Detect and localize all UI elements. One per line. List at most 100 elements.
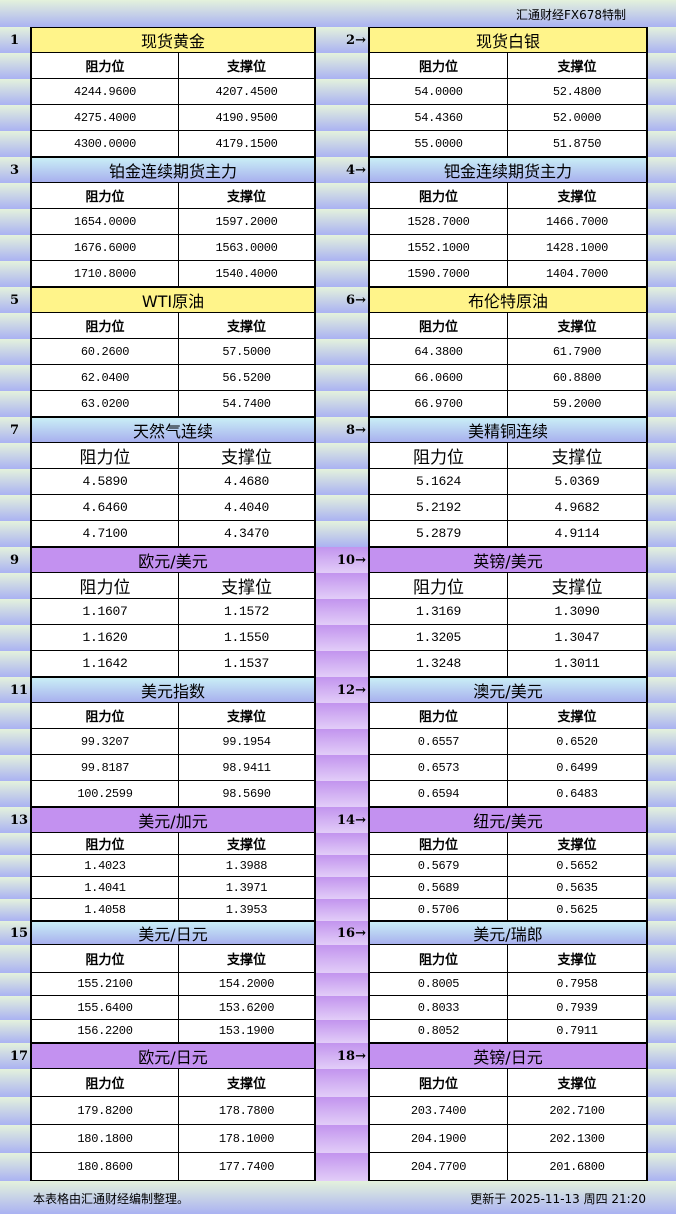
section-number: 18→ [316, 1043, 368, 1069]
section-row: 阻力位 支撑位 阻力位 支撑位 [0, 573, 676, 599]
support-value: 1563.0000 [179, 235, 316, 261]
resistance-label: 阻力位 [368, 833, 508, 855]
support-label: 支撑位 [508, 313, 648, 339]
spacer [316, 973, 368, 996]
support-value: 4.3470 [179, 521, 316, 547]
resistance-value: 5.2192 [368, 495, 508, 521]
support-value: 1404.7000 [508, 261, 648, 287]
spacer [316, 599, 368, 625]
section-row: 4.6460 4.4040 5.2192 4.9682 [0, 495, 676, 521]
section-row: 1.1620 1.1550 1.3205 1.3047 [0, 625, 676, 651]
section-number: 10→ [316, 547, 368, 573]
support-value: 178.7800 [179, 1097, 316, 1125]
section-row: 阻力位 支撑位 阻力位 支撑位 [0, 833, 676, 855]
section-number: 1 [10, 32, 20, 48]
section-number: 14→ [316, 807, 368, 833]
section-number: 11 [10, 682, 29, 698]
title: 汇通财经FX678特制 [515, 8, 626, 22]
support-value: 52.4800 [508, 79, 648, 105]
spacer [316, 469, 368, 495]
support-label: 支撑位 [508, 1069, 648, 1097]
resistance-label: 阻力位 [30, 183, 179, 209]
support-value: 1.3047 [508, 625, 648, 651]
support-value: 59.2000 [508, 391, 648, 417]
spacer [316, 573, 368, 599]
instrument-name: 美元/瑞郎 [368, 921, 648, 945]
resistance-value: 1.1620 [30, 625, 179, 651]
spacer [316, 899, 368, 921]
support-label: 支撑位 [508, 945, 648, 973]
support-value: 1.3090 [508, 599, 648, 625]
resistance-value: 66.9700 [368, 391, 508, 417]
section-row: 62.0400 56.5200 66.0600 60.8800 [0, 365, 676, 391]
spacer [316, 651, 368, 677]
resistance-value: 55.0000 [368, 131, 508, 157]
section-row: 1676.6000 1563.0000 1552.1000 1428.1000 [0, 235, 676, 261]
instrument-name: 现货黄金 [30, 27, 316, 53]
section-row: 1.4023 1.3988 0.5679 0.5652 [0, 855, 676, 877]
resistance-value: 0.6557 [368, 729, 508, 755]
spacer [316, 235, 368, 261]
support-value: 202.1300 [508, 1125, 648, 1153]
spacer [316, 833, 368, 855]
instrument-name: 欧元/美元 [30, 547, 316, 573]
section-number: 17 [10, 1048, 29, 1064]
spacer [316, 183, 368, 209]
resistance-value: 1676.6000 [30, 235, 179, 261]
section-row: 1710.8000 1540.4000 1590.7000 1404.7000 [0, 261, 676, 287]
support-label: 支撑位 [179, 1069, 316, 1097]
spacer [316, 365, 368, 391]
spacer [316, 521, 368, 547]
section-row: 1654.0000 1597.2000 1528.7000 1466.7000 [0, 209, 676, 235]
section-row: 1.1642 1.1537 1.3248 1.3011 [0, 651, 676, 677]
support-value: 54.7400 [179, 391, 316, 417]
resistance-value: 4.6460 [30, 495, 179, 521]
section-header-row: 10→ 9 欧元/美元 英镑/美元 [0, 547, 676, 573]
update-time: 更新于 2025-11-13 周四 21:20 [470, 1192, 646, 1206]
support-value: 153.6200 [179, 996, 316, 1020]
spacer [316, 781, 368, 807]
resistance-value: 0.8033 [368, 996, 508, 1020]
resistance-value: 5.1624 [368, 469, 508, 495]
resistance-value: 1590.7000 [368, 261, 508, 287]
support-value: 177.7400 [179, 1153, 316, 1181]
section-header-row: 8→ 7 天然气连续 美精铜连续 [0, 417, 676, 443]
section-number: 3 [10, 162, 20, 178]
resistance-label: 阻力位 [30, 53, 179, 79]
resistance-value: 180.1800 [30, 1125, 179, 1153]
support-value: 0.7911 [508, 1020, 648, 1043]
footer-note: 本表格由汇通财经编制整理。 [33, 1192, 190, 1206]
support-value: 154.2000 [179, 973, 316, 996]
resistance-value: 5.2879 [368, 521, 508, 547]
resistance-value: 1.1642 [30, 651, 179, 677]
section-number: 15 [10, 925, 29, 941]
title-bar: 汇通财经FX678特制 [0, 0, 676, 27]
spacer [316, 755, 368, 781]
support-value: 153.1900 [179, 1020, 316, 1043]
section-row: 4.5890 4.4680 5.1624 5.0369 [0, 469, 676, 495]
support-value: 201.6800 [508, 1153, 648, 1181]
section-number: 5 [10, 292, 20, 308]
section-number: 6→ [346, 292, 366, 308]
support-value: 178.1000 [179, 1125, 316, 1153]
section-row: 阻力位 支撑位 阻力位 支撑位 [0, 1069, 676, 1097]
section-row: 4300.0000 4179.1500 55.0000 51.8750 [0, 131, 676, 157]
support-value: 60.8800 [508, 365, 648, 391]
resistance-value: 0.6573 [368, 755, 508, 781]
section-number: 13 [10, 812, 29, 828]
resistance-label: 阻力位 [368, 703, 508, 729]
spacer [316, 79, 368, 105]
footer: 本表格由汇通财经编制整理。 更新于 2025-11-13 周四 21:20 [0, 1181, 676, 1214]
section-number: 12→ [316, 677, 368, 703]
resistance-value: 1.3248 [368, 651, 508, 677]
resistance-label: 阻力位 [368, 945, 508, 973]
support-value: 4.4040 [179, 495, 316, 521]
spacer [316, 855, 368, 877]
section-row: 155.2100 154.2000 0.8005 0.7958 [0, 973, 676, 996]
support-value: 57.5000 [179, 339, 316, 365]
support-value: 1.3011 [508, 651, 648, 677]
spacer [316, 729, 368, 755]
resistance-value: 0.8005 [368, 973, 508, 996]
support-label: 支撑位 [179, 183, 316, 209]
resistance-value: 66.0600 [368, 365, 508, 391]
